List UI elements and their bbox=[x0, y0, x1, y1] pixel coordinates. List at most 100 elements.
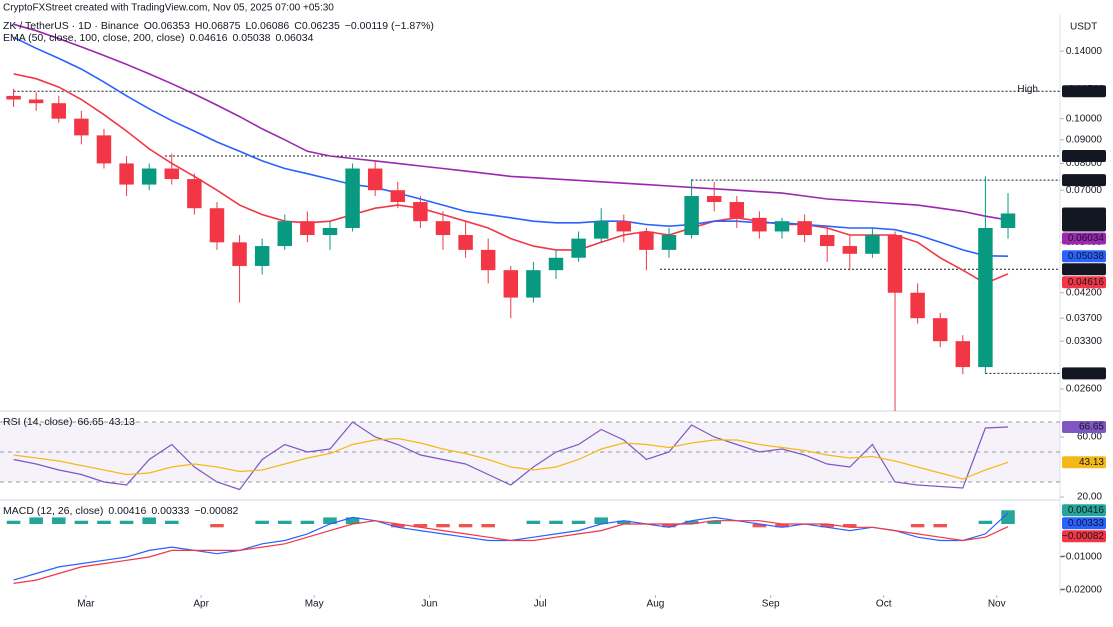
macd-histogram-bar bbox=[910, 524, 925, 528]
ema-line bbox=[13, 73, 1009, 285]
unit: USDT bbox=[1070, 22, 1097, 33]
candle-body bbox=[435, 221, 451, 236]
legend-text: ZK / TetherUS · 1D · Binance bbox=[3, 20, 139, 32]
x-tick-label: Nov bbox=[988, 599, 1006, 610]
legend-text: 0.06034 bbox=[275, 32, 313, 44]
candle-body bbox=[661, 235, 677, 250]
y-tick-label: 0.09000 bbox=[1066, 134, 1103, 145]
legend-text: RSI (14, close) bbox=[3, 416, 72, 428]
macd-histogram-bar bbox=[119, 520, 134, 525]
macd-histogram-bar bbox=[74, 520, 89, 525]
candle-body bbox=[887, 235, 903, 293]
macd-histogram-bar bbox=[142, 517, 156, 525]
legend-text: 43.13 bbox=[109, 416, 135, 428]
candle-body bbox=[458, 235, 473, 250]
ema-line bbox=[13, 23, 1009, 221]
ema-line bbox=[13, 36, 1009, 257]
macd-histogram-bar bbox=[29, 517, 43, 525]
legend-text: 0.04616 bbox=[190, 32, 228, 44]
macd-histogram-bar bbox=[481, 524, 495, 528]
countdown: 22:29:37 bbox=[1065, 220, 1104, 231]
macd-line bbox=[13, 512, 1009, 581]
candle-body bbox=[503, 270, 519, 298]
candle-body bbox=[1000, 213, 1016, 228]
macd-histogram-bar bbox=[752, 524, 767, 528]
price-tag-label: 0.02810 bbox=[1068, 368, 1105, 379]
price-tag-label: 43.13 bbox=[1079, 457, 1104, 468]
x-tick-label: Oct bbox=[876, 599, 892, 610]
x-tick-label: Mar bbox=[77, 599, 95, 610]
candle-body bbox=[277, 221, 293, 247]
x-tick-label: Jul bbox=[534, 599, 547, 610]
candle-body bbox=[300, 221, 315, 236]
price-tag bbox=[1062, 174, 1106, 187]
candle-body bbox=[752, 217, 767, 232]
price-tag bbox=[1062, 232, 1106, 245]
candle-body bbox=[639, 231, 654, 250]
rsi-line bbox=[13, 437, 1009, 480]
x-tick-label: May bbox=[305, 599, 324, 610]
candle-body bbox=[413, 202, 428, 222]
macd-histogram-bar bbox=[843, 524, 857, 528]
candle-body bbox=[232, 242, 247, 266]
price-tag bbox=[1062, 421, 1106, 434]
candle-body bbox=[390, 190, 406, 203]
macd-histogram-bar bbox=[255, 520, 269, 525]
macd-histogram-bar bbox=[707, 520, 721, 525]
macd-histogram-bar bbox=[978, 520, 993, 525]
header: CryptoFXStreet created with TradingView.… bbox=[3, 3, 334, 14]
y-tick-label: 0.14000 bbox=[1066, 46, 1103, 57]
candle-body bbox=[480, 249, 496, 271]
macd-histogram-bar bbox=[300, 520, 315, 525]
legend-text: EMA (50, close, 100, close, 200, close) bbox=[3, 32, 185, 44]
price-tag-label: 0.00333 bbox=[1068, 518, 1105, 529]
macd-histogram-bar bbox=[526, 520, 541, 525]
macd-histogram-bar bbox=[617, 520, 631, 525]
macd-histogram-bar bbox=[6, 520, 21, 525]
candle-body bbox=[254, 246, 270, 266]
candle-body bbox=[367, 168, 383, 191]
y-tick-label: 0.10000 bbox=[1066, 113, 1103, 124]
price-tag-label: 0.04616 bbox=[1068, 277, 1105, 288]
macd-histogram-bar bbox=[391, 524, 405, 528]
legend-text: O0.06353 bbox=[144, 20, 190, 32]
macd-histogram-bar bbox=[277, 520, 292, 525]
candle-body bbox=[819, 235, 835, 247]
price-tag bbox=[1062, 150, 1106, 163]
macd-histogram-bar bbox=[323, 517, 337, 525]
y-tick-label: 0.03700 bbox=[1066, 313, 1103, 324]
candle-body bbox=[187, 179, 202, 209]
legend-text: 0.05038 bbox=[232, 32, 270, 44]
candle-body bbox=[526, 270, 541, 298]
candle-body bbox=[322, 227, 338, 236]
candle-body bbox=[96, 135, 112, 164]
price-tag-label: 0.07361 bbox=[1068, 175, 1105, 186]
y-tick-label: 0.07000 bbox=[1066, 185, 1103, 196]
macd-histogram-bar bbox=[436, 524, 450, 528]
candle-body bbox=[6, 95, 21, 100]
y-tick-label: 60.00 bbox=[1077, 432, 1102, 443]
price-tag-label: 0.00416 bbox=[1068, 505, 1105, 516]
price-tag bbox=[1062, 530, 1106, 543]
candle-body bbox=[865, 235, 880, 254]
macd-histogram-bar bbox=[820, 524, 834, 528]
macd-histogram-bar bbox=[549, 520, 563, 525]
macd-histogram-bar bbox=[571, 520, 586, 525]
candle-body bbox=[729, 202, 745, 218]
macd-histogram-bar bbox=[684, 520, 699, 525]
plot-area bbox=[6, 23, 1060, 411]
candle-body bbox=[345, 168, 360, 228]
candle-body bbox=[164, 168, 180, 180]
x-tick-label: Apr bbox=[193, 599, 209, 610]
y-tick-label: −0.01000 bbox=[1060, 552, 1102, 563]
candle-body bbox=[28, 99, 44, 104]
candle-body bbox=[616, 221, 632, 232]
legend-text: H0.06875 bbox=[195, 20, 241, 32]
y-tick-label: 0.04200 bbox=[1066, 287, 1103, 298]
legend-text: C0.06235 bbox=[294, 20, 340, 32]
x-tick-label: Aug bbox=[647, 599, 665, 610]
candle-body bbox=[978, 227, 993, 368]
candle-body bbox=[548, 257, 564, 271]
macd-histogram-bar bbox=[775, 524, 789, 528]
